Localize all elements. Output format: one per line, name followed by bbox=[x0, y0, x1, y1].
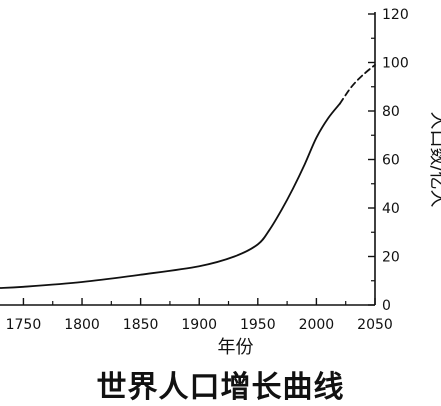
y-tick-label: 100 bbox=[382, 56, 409, 72]
y-tick-label: 0 bbox=[382, 298, 391, 314]
x-axis-label: 年份 bbox=[217, 337, 254, 358]
projection-line bbox=[338, 64, 376, 105]
y-axis-label: 人口数/亿人 bbox=[427, 111, 441, 207]
y-tick-label: 120 bbox=[382, 7, 409, 23]
x-tick-label: 2000 bbox=[299, 317, 335, 333]
population-line bbox=[0, 102, 341, 289]
y-tick-label: 80 bbox=[382, 104, 400, 120]
x-tick-label: 1900 bbox=[181, 317, 217, 333]
x-tick-label: 1950 bbox=[240, 317, 276, 333]
y-tick-label: 20 bbox=[382, 250, 400, 266]
x-tick-label: 1800 bbox=[64, 317, 100, 333]
x-tick-label: 1750 bbox=[6, 317, 42, 333]
chart-title: 世界人口增长曲线 bbox=[96, 370, 345, 405]
series-layer bbox=[0, 64, 376, 289]
y-axis: 0 20 40 60 80 100 120 bbox=[368, 7, 409, 314]
y-tick-label: 60 bbox=[382, 153, 400, 169]
y-tick-label: 40 bbox=[382, 201, 400, 217]
x-axis: 1750 1800 1850 1900 1950 2000 2050 bbox=[0, 298, 393, 333]
x-tick-label: 2050 bbox=[357, 317, 393, 333]
x-tick-label: 1850 bbox=[123, 317, 159, 333]
